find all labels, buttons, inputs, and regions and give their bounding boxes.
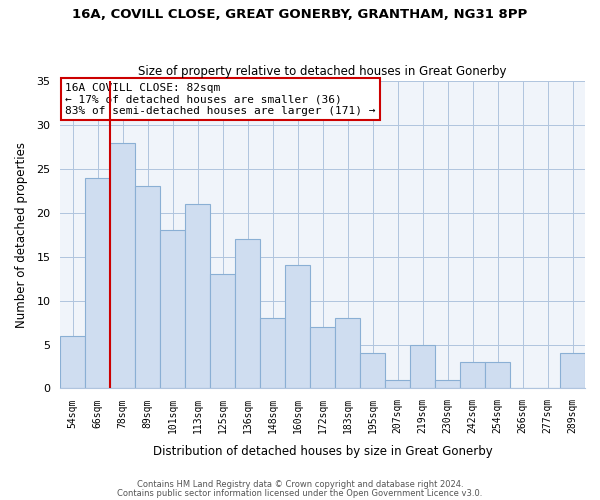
Bar [235,239,260,388]
Text: 16A, COVILL CLOSE, GREAT GONERBY, GRANTHAM, NG31 8PP: 16A, COVILL CLOSE, GREAT GONERBY, GRANTH… [73,8,527,20]
Bar [435,380,460,388]
Bar [60,336,85,388]
Title: Size of property relative to detached houses in Great Gonerby: Size of property relative to detached ho… [139,66,507,78]
Bar [210,274,235,388]
Text: 16A COVILL CLOSE: 82sqm
← 17% of detached houses are smaller (36)
83% of semi-de: 16A COVILL CLOSE: 82sqm ← 17% of detache… [65,82,376,116]
Bar [110,142,135,388]
Bar [135,186,160,388]
Bar [85,178,110,388]
Bar [310,327,335,388]
Bar [385,380,410,388]
Bar [160,230,185,388]
Bar [285,266,310,388]
Bar [335,318,360,388]
Text: Contains HM Land Registry data © Crown copyright and database right 2024.: Contains HM Land Registry data © Crown c… [137,480,463,489]
Bar [485,362,510,388]
Bar [560,354,585,388]
Bar [460,362,485,388]
X-axis label: Distribution of detached houses by size in Great Gonerby: Distribution of detached houses by size … [153,444,493,458]
Bar [185,204,210,388]
Bar [410,344,435,389]
Y-axis label: Number of detached properties: Number of detached properties [15,142,28,328]
Bar [260,318,285,388]
Bar [360,354,385,388]
Text: Contains public sector information licensed under the Open Government Licence v3: Contains public sector information licen… [118,488,482,498]
